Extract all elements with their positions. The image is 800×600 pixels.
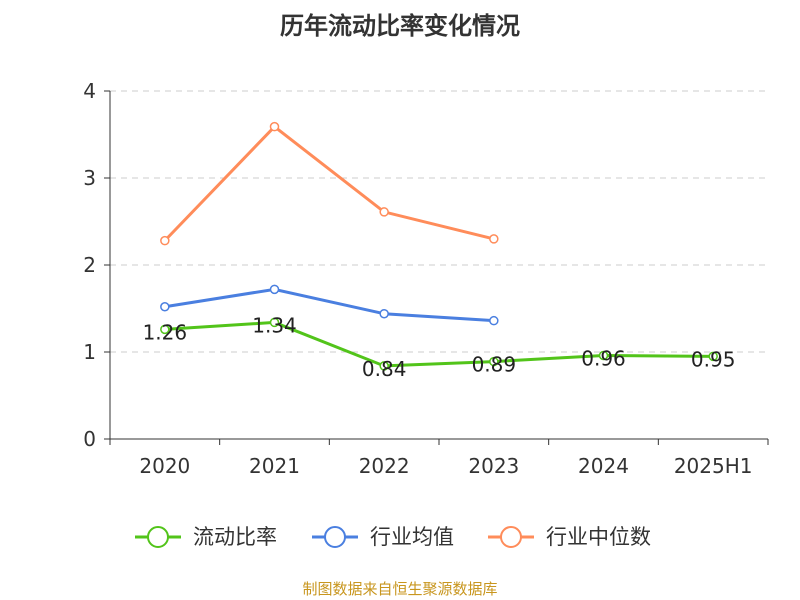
data-point	[489, 234, 499, 244]
y-tick-label: 4	[83, 79, 96, 103]
x-tick-label: 2022	[359, 454, 410, 478]
legend-marker	[324, 526, 346, 548]
source-footer: 制图数据来自恒生聚源数据库	[302, 580, 498, 598]
data-point	[269, 284, 280, 295]
y-tick-label: 1	[83, 340, 96, 364]
series-line	[164, 320, 714, 368]
legend-label: 行业中位数	[546, 525, 651, 549]
data-point	[379, 308, 389, 319]
data-point	[379, 361, 389, 371]
data-point	[708, 351, 718, 362]
data-point	[379, 207, 389, 217]
data-label: 0.95	[691, 347, 736, 371]
x-tick-label: 2020	[139, 454, 190, 478]
data-label: 1.34	[252, 313, 297, 337]
chart-title: 历年流动比率变化情况	[280, 12, 520, 40]
x-tick-label: 2025H1	[674, 454, 753, 478]
data-point	[489, 315, 499, 326]
legend-marker	[147, 526, 169, 548]
x-tick-label: 2021	[249, 454, 300, 478]
y-tick-label: 2	[83, 253, 96, 277]
series-line	[163, 124, 495, 242]
x-tick-label: 2024	[578, 454, 629, 478]
y-tick-label: 3	[83, 166, 96, 190]
data-label: 0.96	[581, 346, 626, 370]
legend-label: 行业均值	[370, 525, 454, 549]
data-point	[160, 235, 170, 246]
data-label: 1.26	[143, 320, 188, 344]
legend-label: 流动比率	[193, 525, 277, 549]
data-point	[489, 356, 499, 367]
data-point	[598, 350, 609, 361]
data-point	[160, 324, 170, 335]
x-tick-label: 2023	[468, 454, 519, 478]
data-point	[160, 302, 170, 312]
data-label: 0.89	[472, 353, 517, 377]
data-point	[269, 317, 280, 328]
data-label: 0.84	[362, 357, 407, 381]
legend-marker	[500, 526, 522, 548]
series-line	[164, 287, 494, 323]
y-tick-label: 0	[83, 427, 96, 451]
data-point	[269, 121, 280, 132]
